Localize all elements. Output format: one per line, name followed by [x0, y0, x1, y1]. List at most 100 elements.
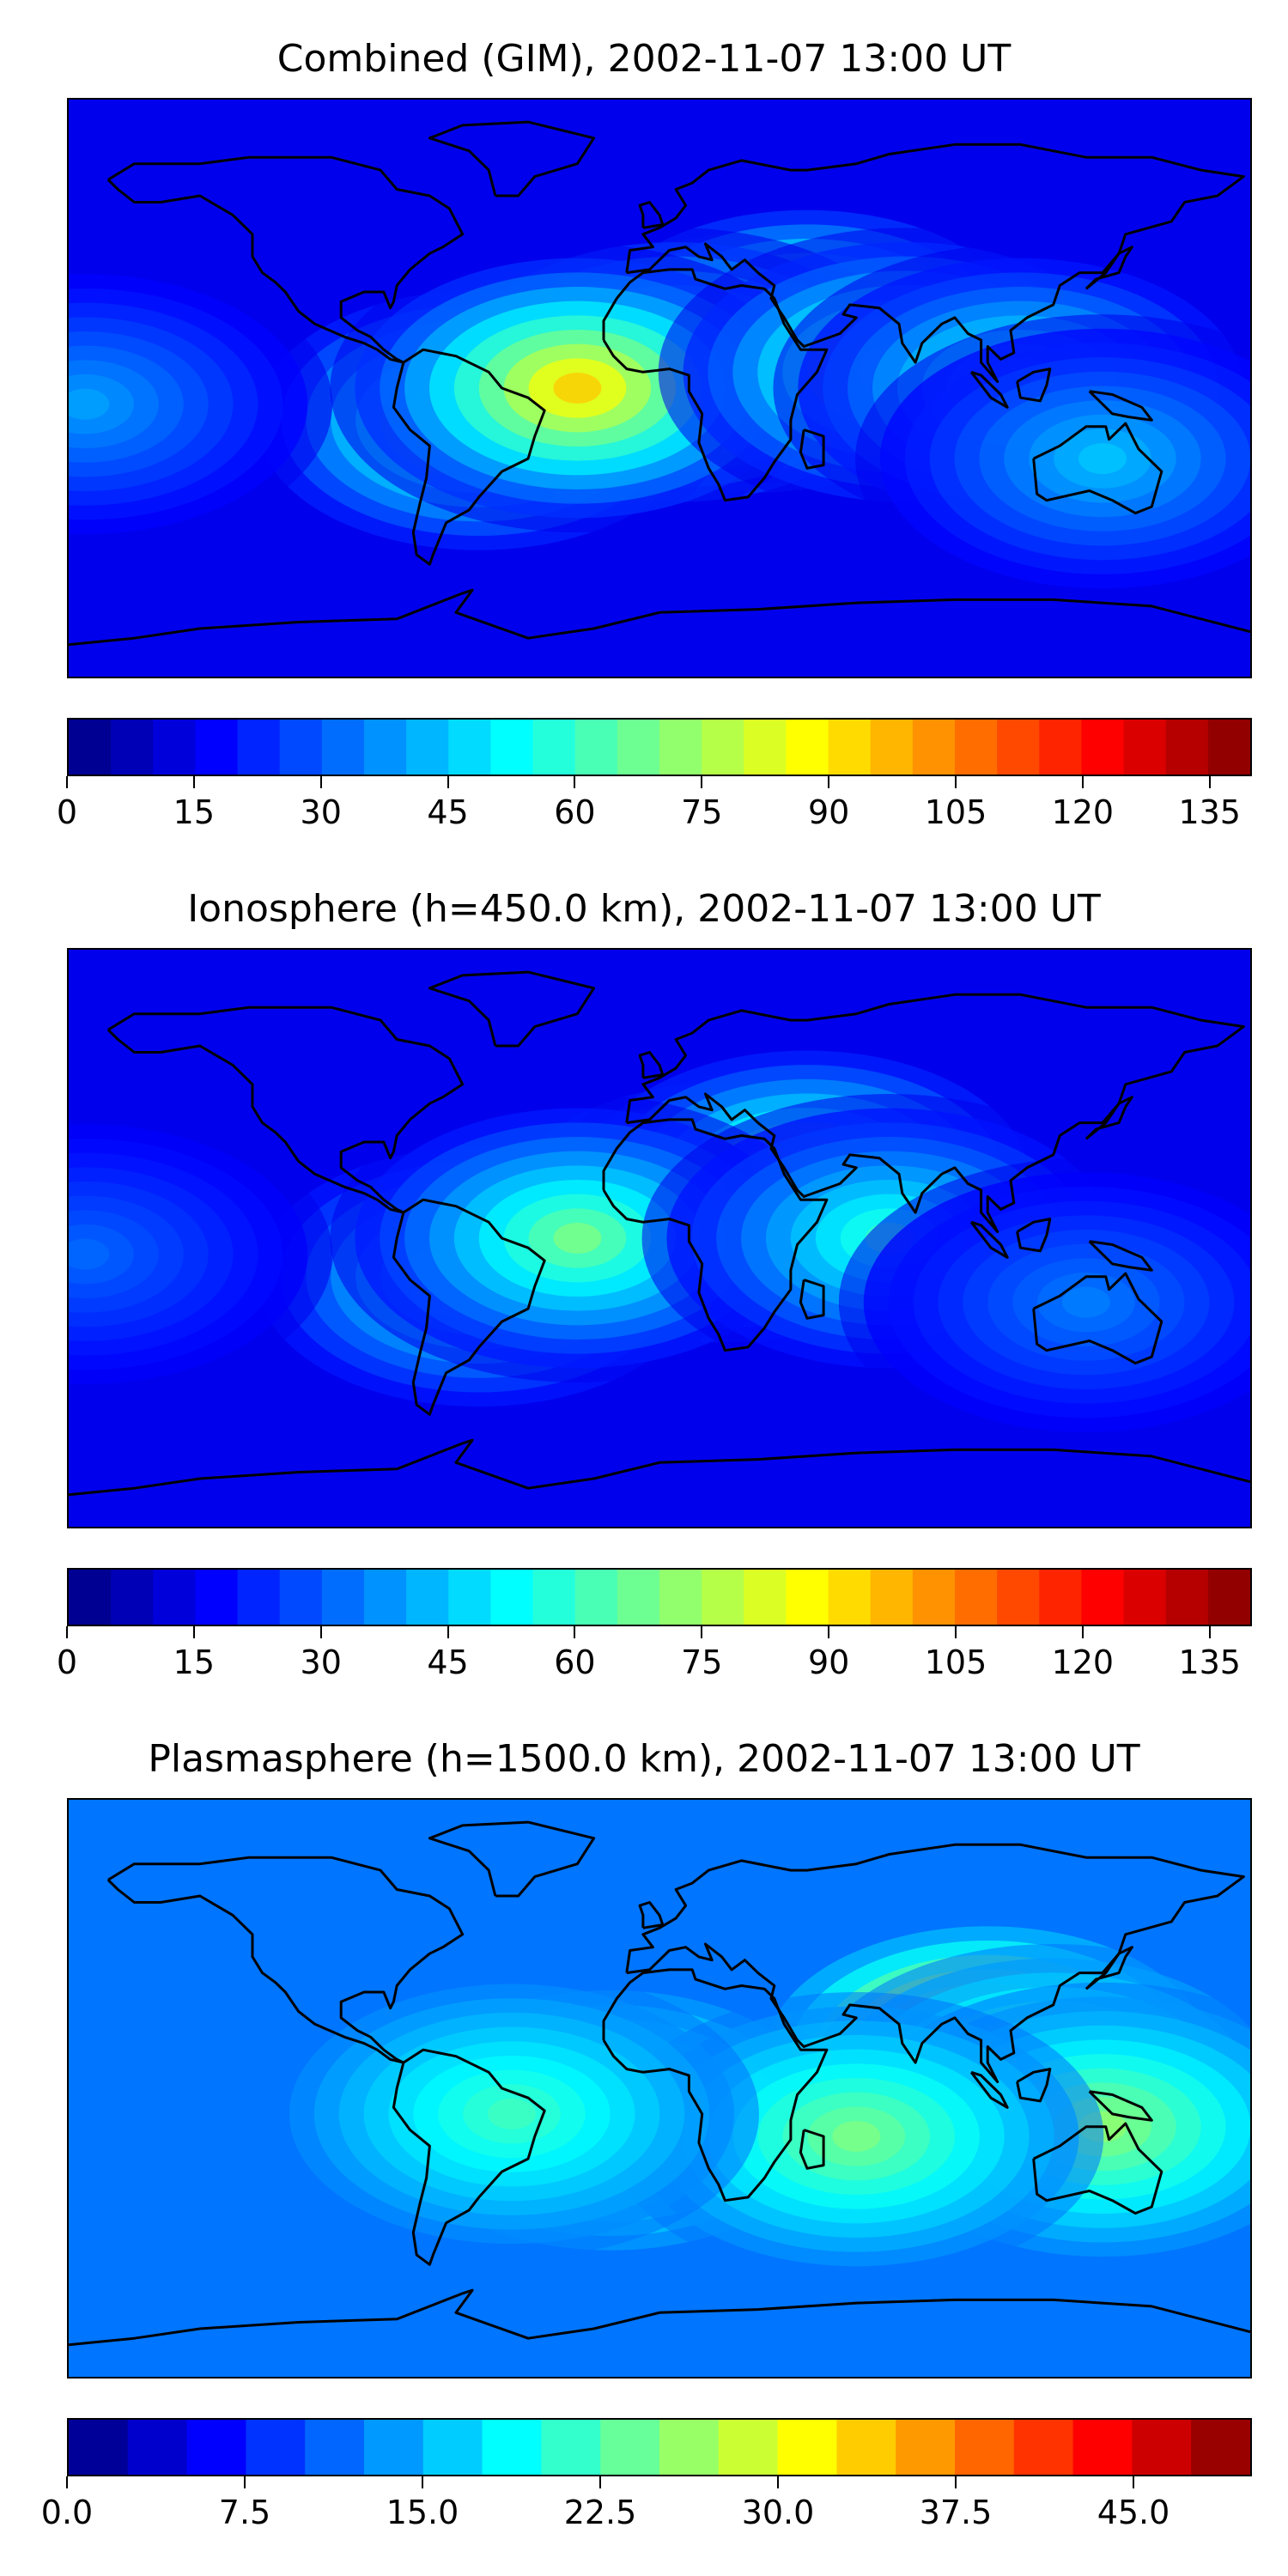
colorbar-tick-label: 15 — [173, 793, 216, 831]
colorbar-tick-label: 22.5 — [563, 2494, 637, 2531]
colorbar-tick — [192, 1626, 195, 1638]
colorbar-tick-label: 60 — [554, 1643, 596, 1681]
colorbar-tick — [422, 2476, 423, 2488]
colorbar-level — [153, 720, 197, 775]
panel-2-title: Ionosphere (h=450.0 km), 2002-11-07 13:0… — [187, 887, 1101, 931]
coastline-madagascar — [799, 1279, 825, 1320]
panel-2-contour — [69, 950, 1250, 1527]
colorbar-tick — [192, 776, 195, 788]
colorbar-tick — [599, 2476, 601, 2488]
colorbar-level — [870, 720, 914, 775]
colorbar-level — [406, 720, 449, 775]
coastline-new-guinea — [1088, 390, 1153, 422]
colorbar-tick — [828, 1626, 830, 1638]
colorbar-tick-label: 45 — [427, 1643, 469, 1681]
colorbar-tick — [447, 776, 449, 788]
colorbar-tick-label: 30 — [300, 1643, 342, 1681]
colorbar-tick-label: 7.5 — [218, 2494, 271, 2531]
colorbar-tick — [66, 776, 68, 788]
colorbar-level — [659, 2420, 720, 2475]
colorbar-tick-label: 30 — [300, 793, 342, 831]
colorbar-level — [744, 720, 787, 775]
colorbar-tick — [66, 2476, 68, 2488]
colorbar-level — [1165, 1570, 1209, 1625]
colorbar-tick-label: 30.0 — [741, 2494, 815, 2531]
colorbar-level — [482, 2420, 542, 2475]
colorbar-tick-label: 120 — [1051, 793, 1115, 831]
colorbar-tick-label: 75 — [681, 793, 723, 831]
coastline-north-america — [106, 155, 465, 364]
colorbar-level — [955, 1570, 998, 1625]
colorbar-level — [321, 720, 365, 775]
coastline-new-guinea — [1088, 1240, 1153, 1272]
colorbar-tick — [1133, 2476, 1134, 2488]
colorbar-level — [195, 1570, 239, 1625]
colorbar-tick — [319, 776, 322, 788]
coastline-europe-asia — [625, 143, 1245, 383]
colorbar-level — [828, 720, 872, 775]
colorbar-level — [777, 2420, 837, 2475]
colorbar-level — [912, 1570, 956, 1625]
colorbar-level — [279, 720, 323, 775]
contour-atlantic-belt — [553, 1223, 602, 1254]
coastline-africa — [602, 1118, 829, 1352]
colorbar-level — [364, 1570, 407, 1625]
coastline-south-america — [392, 2048, 546, 2266]
colorbar-level — [237, 1570, 281, 1625]
colorbar-level — [1072, 2420, 1133, 2475]
colorbar-level — [574, 720, 618, 775]
colorbar-tick — [701, 1626, 703, 1638]
coastline-greenland — [428, 970, 596, 1048]
panel-3-map — [67, 1798, 1252, 2379]
colorbar-level — [422, 2420, 483, 2475]
colorbar-tick — [319, 1626, 322, 1638]
coastline-sumatra — [969, 1220, 1009, 1259]
colorbar-level — [744, 1570, 787, 1625]
colorbar-level — [786, 1570, 829, 1625]
colorbar-level — [1123, 1570, 1167, 1625]
colorbar-level — [659, 1570, 702, 1625]
colorbar-level — [1081, 1570, 1125, 1625]
colorbar-level — [659, 720, 702, 775]
contour-australia — [1061, 1286, 1110, 1318]
colorbar-level — [1013, 2420, 1074, 2475]
colorbar-tick — [1081, 1626, 1084, 1638]
colorbar-level — [955, 2420, 1015, 2475]
panel-1-colorbar-swatches — [69, 720, 1251, 775]
colorbar-tick-label: 60 — [554, 793, 596, 831]
coastline-antarctica — [69, 1438, 1250, 1497]
contour-east-pacific-edge — [69, 1238, 110, 1270]
colorbar-level — [237, 720, 281, 775]
colorbar-level — [574, 1570, 618, 1625]
colorbar-level — [127, 2420, 188, 2475]
colorbar-level — [305, 2420, 365, 2475]
panel-1-colorbar-ticks: 0 15 30 45 60 75 90 105 120 135 — [57, 776, 1252, 831]
contour-indian-ocean-south — [832, 2121, 881, 2152]
colorbar-level — [870, 1570, 914, 1625]
colorbar-level — [69, 720, 112, 775]
coastline-south-america — [392, 1198, 546, 1416]
coastline-sumatra — [969, 370, 1009, 409]
colorbar-tick-label: 105 — [924, 793, 987, 831]
colorbar-tick-label: 135 — [1178, 793, 1241, 831]
colorbar-tick — [574, 776, 576, 788]
colorbar-level — [1165, 720, 1209, 775]
colorbar-level — [955, 720, 998, 775]
colorbar-level — [321, 1570, 365, 1625]
panel-3-colorbar — [67, 2418, 1252, 2476]
colorbar-tick — [777, 2476, 779, 2488]
colorbar-level — [1207, 1570, 1251, 1625]
colorbar-level — [997, 1570, 1040, 1625]
coastline-north-america — [106, 1005, 465, 1214]
coastline-australia — [1032, 2122, 1163, 2215]
panel-2-colorbar — [67, 1568, 1252, 1626]
coastline-new-guinea — [1088, 2090, 1153, 2122]
colorbar-level — [1039, 720, 1083, 775]
coastline-borneo — [1016, 2068, 1052, 2103]
coastline-europe-asia — [625, 1843, 1245, 2083]
panel-2-map — [67, 948, 1252, 1528]
colorbar-tick-label: 45.0 — [1097, 2494, 1170, 2531]
colorbar-level — [532, 1570, 576, 1625]
colorbar-level — [1207, 720, 1251, 775]
colorbar-level — [1123, 720, 1167, 775]
